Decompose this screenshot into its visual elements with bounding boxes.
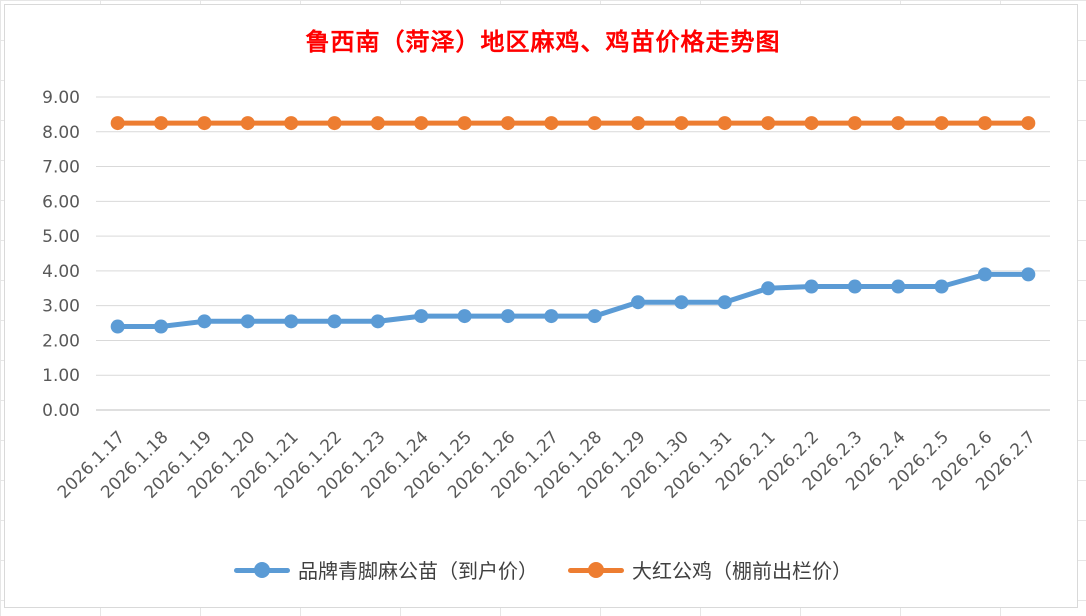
data-point bbox=[804, 116, 819, 131]
data-point bbox=[977, 116, 992, 131]
data-point bbox=[457, 116, 472, 131]
legend-item-series-2[interactable]: 大红公鸡（棚前出栏价） bbox=[568, 555, 852, 584]
legend-swatch-series-2 bbox=[568, 558, 624, 582]
series-line-1 bbox=[115, 271, 1031, 329]
legend-swatch-series-1 bbox=[234, 558, 290, 582]
y-tick-label: 2.00 bbox=[42, 331, 80, 351]
data-point bbox=[761, 281, 776, 296]
data-point bbox=[240, 116, 255, 131]
data-point bbox=[761, 116, 776, 131]
data-point bbox=[414, 116, 429, 131]
data-point bbox=[500, 116, 515, 131]
data-point bbox=[804, 279, 819, 294]
legend-label-series-2: 大红公鸡（棚前出栏价） bbox=[632, 559, 852, 583]
data-point bbox=[977, 267, 992, 282]
data-point bbox=[327, 314, 342, 329]
data-point bbox=[154, 116, 169, 131]
data-point bbox=[240, 314, 255, 329]
data-point bbox=[370, 116, 385, 131]
y-tick-label: 9.00 bbox=[42, 88, 80, 108]
data-point bbox=[934, 116, 949, 131]
data-point bbox=[631, 116, 646, 131]
data-point bbox=[674, 116, 689, 131]
data-point bbox=[544, 309, 559, 324]
legend-item-series-1[interactable]: 品牌青脚麻公苗（到户价） bbox=[234, 555, 538, 584]
data-point bbox=[110, 319, 125, 334]
data-point bbox=[847, 116, 862, 131]
data-point bbox=[327, 116, 342, 131]
data-point bbox=[674, 295, 689, 310]
y-tick-label: 8.00 bbox=[42, 123, 80, 143]
data-point bbox=[1021, 116, 1036, 131]
y-tick-label: 5.00 bbox=[42, 227, 80, 247]
data-point bbox=[284, 314, 299, 329]
data-point bbox=[717, 116, 732, 131]
data-point bbox=[847, 279, 862, 294]
data-point bbox=[197, 314, 212, 329]
legend-label-series-1: 品牌青脚麻公苗（到户价） bbox=[298, 559, 538, 583]
data-point bbox=[587, 116, 602, 131]
y-tick-label: 1.00 bbox=[42, 366, 80, 386]
data-point bbox=[110, 116, 125, 131]
y-tick-label: 3.00 bbox=[42, 297, 80, 317]
y-tick-label: 0.00 bbox=[42, 401, 80, 421]
y-tick-label: 7.00 bbox=[42, 158, 80, 178]
data-point bbox=[370, 314, 385, 329]
data-point bbox=[544, 116, 559, 131]
data-point bbox=[197, 116, 212, 131]
data-point bbox=[934, 279, 949, 294]
data-point bbox=[154, 319, 169, 334]
y-tick-label: 6.00 bbox=[42, 192, 80, 212]
data-point bbox=[891, 279, 906, 294]
data-point bbox=[414, 309, 429, 324]
data-point bbox=[457, 309, 472, 324]
chart-legend: 品牌青脚麻公苗（到户价） 大红公鸡（棚前出栏价） bbox=[0, 555, 1086, 584]
chart-title: 鲁西南（菏泽）地区麻鸡、鸡苗价格走势图 bbox=[305, 27, 781, 56]
y-tick-label: 4.00 bbox=[42, 262, 80, 282]
data-point bbox=[891, 116, 906, 131]
data-point bbox=[284, 116, 299, 131]
data-point bbox=[1021, 267, 1036, 282]
data-point bbox=[500, 309, 515, 324]
data-point bbox=[631, 295, 646, 310]
data-point bbox=[587, 309, 602, 324]
data-point bbox=[717, 295, 732, 310]
